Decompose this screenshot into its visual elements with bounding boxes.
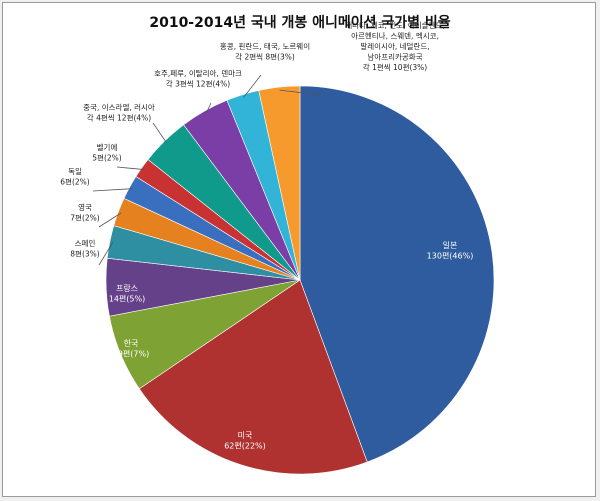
pie-slice-12 <box>258 85 301 281</box>
leader-line-12 <box>279 89 322 96</box>
leader-line-5 <box>98 242 114 266</box>
slice-label-1: 일본 130편(46%) <box>427 241 474 261</box>
leader-lines <box>92 74 322 266</box>
slice-label-11: 홍콩, 핀란드, 태국, 노르웨이 각 2편씩 8편(3%) <box>220 41 310 62</box>
slice-label-10: 호주,페루, 이탈리아, 덴마크 각 3편씩 12편(4%) <box>154 68 242 89</box>
pie-slices <box>105 85 495 475</box>
slice-label-2: 미국 62편(22%) <box>224 431 266 451</box>
slice-label-9: 중국, 이스라엘, 러시아 각 4편씩 12편(4%) <box>83 102 155 123</box>
slice-label-6: 영국 7편(2%) <box>70 202 99 223</box>
slice-label-7: 독일 6편(2%) <box>60 167 89 187</box>
slice-label-3: 한국 19편(7%) <box>113 339 149 359</box>
slice-label-8: 벨기에 5편(2%) <box>92 143 121 163</box>
leader-line-8 <box>116 166 145 170</box>
pie-slice-1 <box>299 85 495 463</box>
leader-line-9 <box>152 122 168 144</box>
slice-label-4: 프랑스 14편(5%) <box>109 283 145 304</box>
leader-line-10 <box>205 102 212 114</box>
slice-label-5: 스페인 8편(3%) <box>70 238 99 259</box>
leader-line-11 <box>243 74 262 98</box>
chart-frame: 2010-2014년 국내 개봉 애니메이션 국가별 비율 일본 130편(46%… <box>2 2 596 497</box>
pie-slice-2 <box>138 279 368 475</box>
slice-labels: 일본 130편(46%) 미국 62편(22%) 한국 19편(7%) 프랑스 14편(5%)… <box>60 20 473 450</box>
pie-chart: 2010-2014년 국내 개봉 애니메이션 국가별 비율 일본 130편(46%… <box>60 14 495 475</box>
leader-line-6 <box>98 212 122 228</box>
slice-label-12: 캐나다, 체코, 인도, 아이슬란드, 아르헨티나, 스웨덴, 멕시코, 말레이시아… <box>345 20 445 72</box>
chart-title: 2010-2014년 국내 개봉 애니메이션 국가별 비율 <box>149 14 450 31</box>
leader-line-7 <box>92 188 133 192</box>
